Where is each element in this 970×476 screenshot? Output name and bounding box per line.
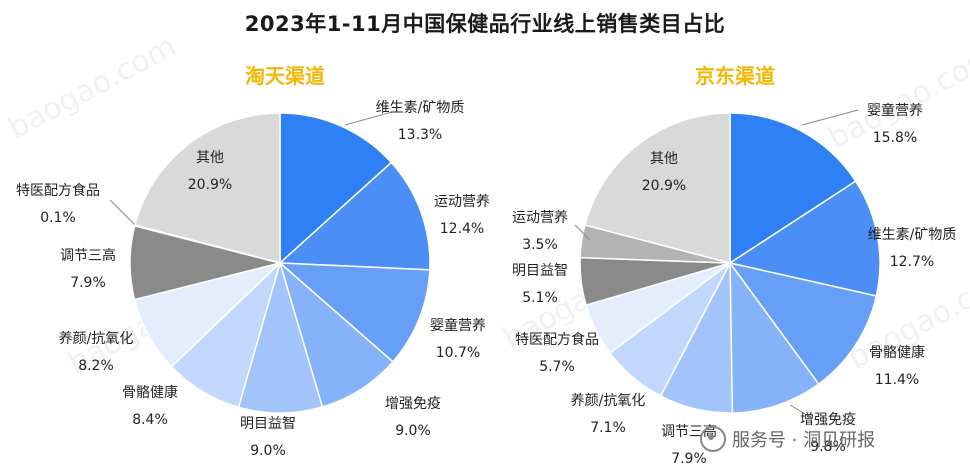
slice-value-label: 13.3% (398, 127, 442, 143)
pie-slice (133, 112, 281, 264)
slice-value-label: 10.7% (436, 345, 480, 361)
slice-label: 养颜/抗氧化 (59, 331, 134, 347)
slice-value-label: 7.1% (590, 420, 626, 436)
slice-value-label: 7.9% (671, 451, 707, 467)
chart-main-title: 2023年1-11月中国保健品行业线上销售类目占比 (244, 12, 726, 36)
slice-label: 维生素/矿物质 (868, 227, 957, 243)
slice-value-label: 5.7% (539, 359, 575, 375)
pie-slice (279, 112, 393, 265)
pie-subtitle: 京东渠道 (695, 64, 775, 88)
pie-slice (278, 260, 394, 408)
wechat-icon (700, 426, 726, 452)
slice-label: 婴童营养 (867, 102, 923, 119)
pie-slice (277, 262, 431, 363)
leader-line (344, 111, 393, 126)
slice-label: 运动营养 (512, 210, 568, 226)
slice-value-label: 12.4% (440, 221, 484, 237)
slice-value-label: 20.9% (188, 177, 232, 193)
pie-slice (729, 260, 820, 414)
pie-slice (237, 260, 324, 414)
slice-value-label: 0.1% (40, 210, 76, 226)
slice-value-label: 9.0% (250, 443, 286, 459)
pie-slice (728, 180, 881, 297)
slice-label: 婴童营养 (430, 317, 486, 334)
slice-value-label: 5.1% (522, 290, 558, 306)
footer-brand-text: 服务号 · 洞见研报 (732, 430, 876, 451)
slice-value-label: 7.9% (70, 275, 106, 291)
slice-label: 其他 (650, 151, 678, 167)
slice-label: 养颜/抗氧化 (571, 393, 646, 409)
slice-label: 特医配方食品 (16, 182, 100, 199)
slice-label: 明目益智 (512, 263, 568, 279)
slice-label: 增强免疫 (800, 412, 856, 428)
slice-label: 骨骼健康 (122, 384, 178, 401)
leader-line (789, 404, 813, 419)
pie-slice (278, 161, 431, 271)
pie-slice (728, 261, 878, 386)
pie-slice (729, 112, 857, 265)
slice-label: 明目益智 (240, 416, 296, 432)
slice-value-label: 12.7% (890, 254, 934, 270)
slice-label: 其他 (196, 150, 224, 166)
slice-value-label: 3.5% (522, 237, 558, 253)
slice-value-label: 15.8% (873, 130, 917, 146)
slice-label: 运动营养 (434, 194, 490, 210)
slice-label: 骨骼健康 (869, 344, 925, 361)
leader-line (801, 109, 859, 126)
slice-value-label: 20.9% (642, 178, 686, 194)
slice-value-label: 9.8% (810, 439, 846, 455)
slice-label: 增强免疫 (385, 396, 441, 412)
pie-slice (583, 112, 731, 264)
footer-brand: 服务号 · 洞见研报 (700, 426, 875, 452)
leader-line (574, 224, 591, 241)
slice-label: 调节三高 (60, 247, 116, 264)
slice-label: 特医配方食品 (515, 331, 599, 348)
leader-line (109, 199, 137, 227)
pie-subtitle: 淘天渠道 (245, 64, 325, 88)
slice-value-label: 9.0% (395, 423, 431, 439)
slice-value-label: 8.4% (132, 412, 168, 428)
slice-label: 维生素/矿物质 (376, 100, 465, 116)
slice-value-label: 11.4% (875, 372, 919, 388)
slice-value-label: 8.2% (78, 358, 114, 374)
